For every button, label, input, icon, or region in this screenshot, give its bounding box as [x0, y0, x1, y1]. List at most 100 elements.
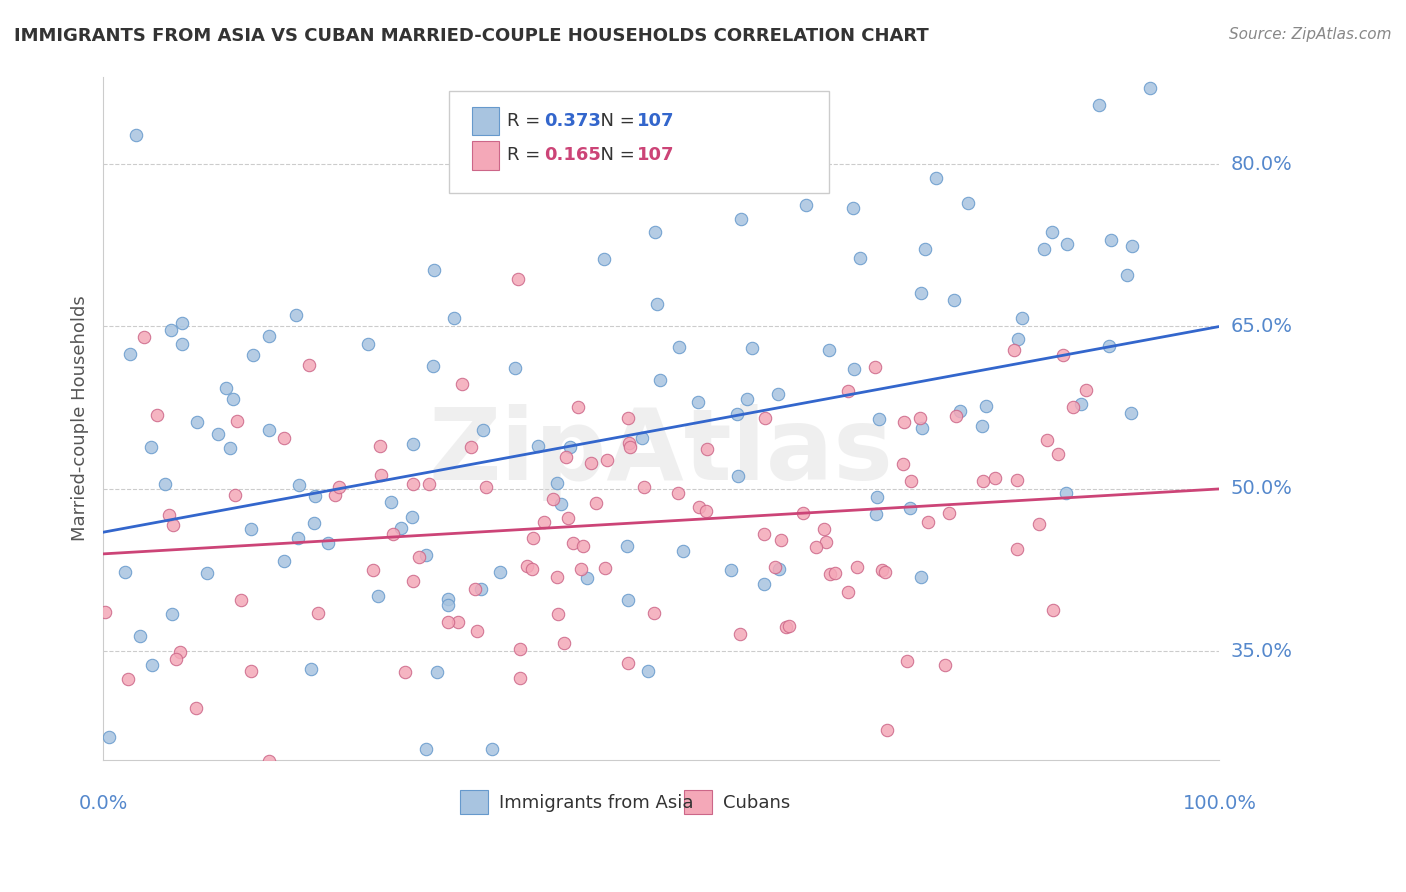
Text: Immigrants from Asia: Immigrants from Asia: [499, 794, 695, 812]
Point: [157, 508, 180, 522]
Point: [648, 373, 671, 387]
Point: [617, 592, 640, 607]
Point: [219, 441, 242, 455]
Point: [643, 606, 665, 620]
Point: [866, 490, 889, 504]
Point: [481, 741, 503, 756]
Point: [1040, 226, 1063, 240]
Point: [848, 252, 870, 266]
Point: [172, 316, 194, 330]
Text: 100.0%: 100.0%: [1182, 795, 1257, 814]
Text: Cubans: Cubans: [723, 794, 790, 812]
Point: [162, 517, 184, 532]
Point: [93, 605, 115, 619]
Point: [470, 582, 492, 596]
Point: [870, 563, 893, 577]
Point: [720, 563, 742, 577]
Point: [1007, 332, 1029, 346]
Point: [1035, 433, 1057, 447]
Bar: [471, 107, 499, 136]
Point: [1074, 383, 1097, 397]
Point: [1099, 233, 1122, 247]
Point: [520, 562, 543, 576]
Point: [370, 468, 392, 483]
Point: [546, 569, 568, 583]
Text: Source: ZipAtlas.com: Source: ZipAtlas.com: [1229, 27, 1392, 42]
Point: [727, 469, 749, 483]
Point: [328, 480, 350, 494]
Point: [1121, 406, 1143, 420]
Point: [730, 211, 752, 226]
Point: [1046, 447, 1069, 461]
Point: [543, 491, 565, 506]
Point: [900, 475, 922, 489]
Point: [970, 418, 993, 433]
Point: [925, 171, 948, 186]
Text: 65.0%: 65.0%: [1230, 317, 1292, 336]
Point: [725, 407, 748, 421]
Point: [226, 413, 249, 427]
Point: [637, 664, 659, 678]
Point: [914, 242, 936, 256]
Point: [1121, 239, 1143, 253]
Point: [98, 730, 121, 744]
Point: [817, 343, 839, 357]
Point: [132, 330, 155, 344]
Point: [402, 437, 425, 451]
Bar: [460, 790, 488, 814]
Point: [775, 620, 797, 634]
Point: [1088, 97, 1111, 112]
Point: [911, 420, 934, 434]
Point: [394, 665, 416, 679]
Point: [917, 515, 939, 529]
Point: [527, 439, 550, 453]
Point: [464, 582, 486, 596]
Point: [873, 565, 896, 579]
Point: [460, 440, 482, 454]
Point: [737, 392, 759, 406]
Point: [117, 672, 139, 686]
FancyBboxPatch shape: [449, 91, 828, 194]
Text: 0.165: 0.165: [544, 146, 600, 164]
Point: [575, 571, 598, 585]
Point: [318, 536, 340, 550]
Point: [437, 592, 460, 607]
Point: [768, 562, 790, 576]
Point: [752, 577, 775, 591]
Point: [239, 664, 262, 678]
Point: [509, 642, 531, 657]
Point: [891, 457, 914, 471]
Point: [876, 723, 898, 737]
Point: [120, 347, 142, 361]
Point: [1042, 603, 1064, 617]
Point: [842, 361, 865, 376]
Point: [562, 536, 585, 550]
Point: [215, 381, 238, 395]
Point: [437, 615, 460, 629]
Point: [730, 626, 752, 640]
Bar: [683, 790, 711, 814]
Point: [695, 504, 717, 518]
Text: R =: R =: [508, 146, 547, 164]
Point: [401, 509, 423, 524]
Point: [842, 202, 865, 216]
Point: [1028, 516, 1050, 531]
Point: [813, 522, 835, 536]
Point: [114, 566, 136, 580]
Text: 107: 107: [637, 112, 675, 130]
Point: [668, 486, 690, 500]
Point: [522, 531, 544, 545]
Point: [224, 487, 246, 501]
Point: [380, 495, 402, 509]
Point: [145, 408, 167, 422]
Point: [868, 412, 890, 426]
Point: [402, 574, 425, 588]
Point: [896, 654, 918, 668]
Point: [553, 636, 575, 650]
Point: [141, 658, 163, 673]
Point: [567, 400, 589, 414]
Point: [165, 652, 187, 666]
Point: [908, 411, 931, 425]
Point: [361, 564, 384, 578]
Point: [284, 308, 307, 322]
